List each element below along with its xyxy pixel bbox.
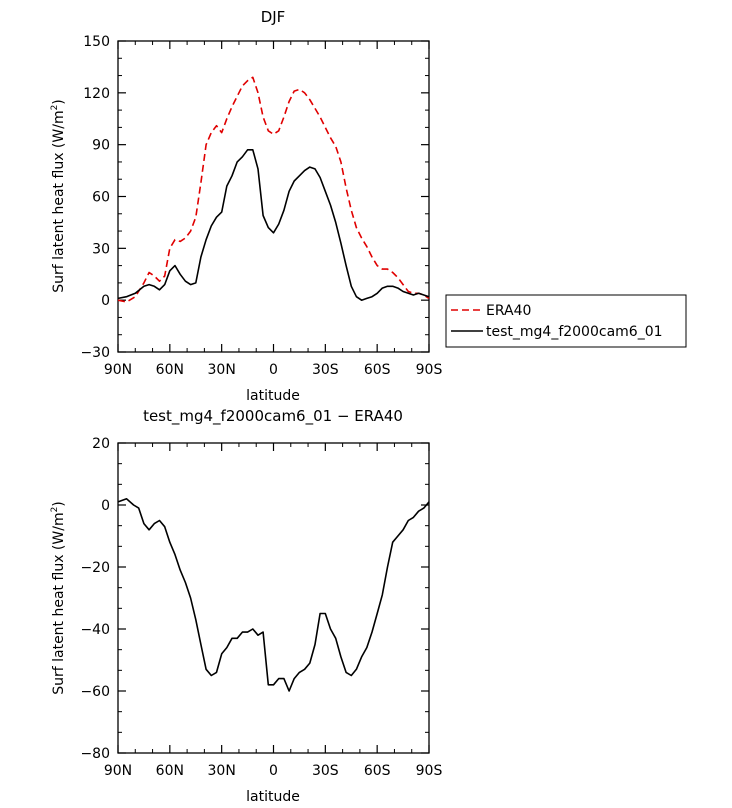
bottom-y-axis-label: Surf latent heat flux (W/m2) (50, 501, 67, 695)
legend-box (445, 294, 687, 348)
top-axis-ticks (117, 40, 430, 353)
x-tick-label: 60N (156, 763, 184, 779)
top-series-group (117, 76, 430, 303)
bottom-axis-ticks (117, 442, 430, 754)
x-tick-label: 30S (312, 362, 339, 378)
top-y-axis-label-main: Surf latent heat flux (W/m (51, 110, 67, 292)
legend: ERA40 test_mg4_f2000cam6_01 (445, 294, 687, 348)
bottom-series-group (117, 497, 430, 692)
top-series-line-0 (117, 76, 430, 303)
legend-model-label: test_mg4_f2000cam6_01 (486, 324, 663, 340)
bottom-y-axis-label-end: ) (51, 501, 67, 506)
top-panel: DJF −30 0 30 60 90 120 150 90N 60N 30N 0 30S 60S 90S… (50, 8, 442, 404)
y-tick-label: −30 (80, 345, 110, 361)
bottom-y-tick-labels: −80 −60 −40 −20 0 20 (80, 436, 110, 762)
x-tick-label: 60S (364, 362, 391, 378)
top-y-tick-labels: −30 0 30 60 90 120 150 (80, 34, 110, 361)
top-y-axis-label-end: ) (51, 99, 67, 104)
x-tick-label: 30N (208, 362, 236, 378)
top-series-line-1 (117, 149, 430, 302)
bot-series-line-0 (117, 497, 430, 692)
y-tick-label: 150 (83, 34, 110, 50)
bottom-y-axis-label-sup: 2 (50, 507, 60, 513)
y-tick-label: 30 (92, 241, 110, 257)
top-chart-title: DJF (261, 8, 286, 26)
top-x-tick-labels: 90N 60N 30N 0 30S 60S 90S (104, 362, 443, 378)
y-tick-label: −80 (80, 746, 110, 762)
x-tick-label: 60N (156, 362, 184, 378)
y-tick-label: 120 (83, 86, 110, 102)
x-tick-label: 90S (416, 362, 443, 378)
top-plot-frame (117, 40, 430, 353)
y-tick-label: 0 (101, 293, 110, 309)
x-tick-label: 60S (364, 763, 391, 779)
bottom-plot-frame (117, 442, 430, 754)
x-tick-label: 90N (104, 763, 132, 779)
top-x-axis-label: latitude (246, 388, 300, 404)
x-tick-label: 30S (312, 763, 339, 779)
y-tick-label: 0 (101, 498, 110, 514)
y-tick-label: 90 (92, 138, 110, 154)
legend-era40-label: ERA40 (486, 303, 531, 319)
x-tick-label: 90N (104, 362, 132, 378)
bottom-x-tick-labels: 90N 60N 30N 0 30S 60S 90S (104, 763, 443, 779)
y-tick-label: −60 (80, 684, 110, 700)
y-tick-label: −40 (80, 622, 110, 638)
bottom-chart-title: test_mg4_f2000cam6_01 − ERA40 (143, 407, 403, 426)
bottom-x-axis-label: latitude (246, 789, 300, 805)
x-tick-label: 30N (208, 763, 236, 779)
top-y-axis-label-sup: 2 (50, 105, 60, 111)
x-tick-label: 0 (269, 763, 278, 779)
bottom-panel: test_mg4_f2000cam6_01 − ERA40 −80−60−40−… (50, 407, 442, 805)
top-y-axis-label: Surf latent heat flux (W/m2) (50, 99, 67, 293)
x-tick-label: 0 (269, 362, 278, 378)
bottom-y-axis-label-main: Surf latent heat flux (W/m (51, 512, 67, 694)
x-tick-label: 90S (416, 763, 443, 779)
y-tick-label: −20 (80, 560, 110, 576)
y-tick-label: 60 (92, 190, 110, 206)
y-tick-label: 20 (92, 436, 110, 452)
